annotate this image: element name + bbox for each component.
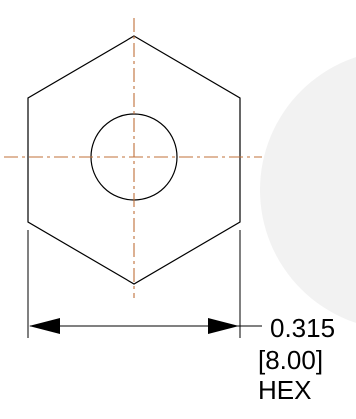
- dimension-note: HEX: [258, 375, 312, 405]
- left-arrowhead: [29, 318, 60, 334]
- dimension-value-mm: [8.00]: [258, 345, 324, 375]
- right-arrowhead: [208, 318, 239, 334]
- background-watermark: [260, 57, 356, 323]
- hex-outline: [27, 35, 241, 285]
- dimension-value-inch: 0.315: [270, 313, 336, 343]
